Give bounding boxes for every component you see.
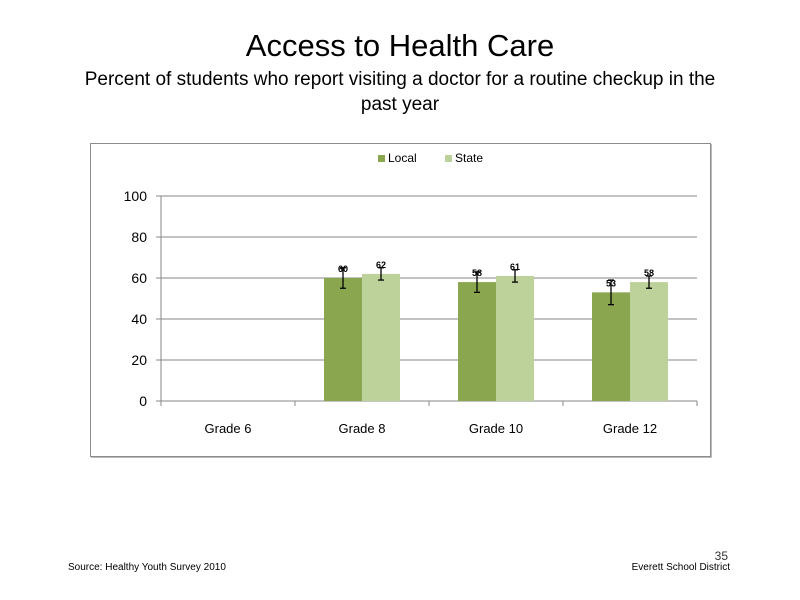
bar-state: [362, 273, 400, 401]
x-tick-label: Grade 8: [339, 421, 386, 436]
chart-frame: 0 20 40 60 80 100 Grade 6 Grade 8 Grade 10 Grade …: [90, 143, 711, 457]
slide-title: Access to Health Care: [245, 28, 555, 63]
legend-label: Local: [388, 151, 417, 165]
y-tick-label: 80: [131, 229, 147, 245]
legend-swatch: [378, 155, 385, 162]
bar-local: [458, 282, 496, 401]
bar-state: [630, 282, 668, 401]
bar-local: [324, 278, 362, 401]
data-label: 60: [338, 264, 348, 274]
y-tick-label: 0: [139, 393, 147, 409]
data-label: 58: [644, 268, 654, 278]
x-tick-label: Grade 12: [603, 421, 657, 436]
legend-swatch: [445, 155, 452, 162]
data-label: 53: [606, 278, 616, 288]
slide-subtitle: Percent of students who report visiting …: [84, 69, 716, 115]
x-tick-label: Grade 10: [469, 421, 523, 436]
bar-local: [592, 292, 630, 401]
data-label: 61: [510, 262, 520, 272]
source-note: Source: Healthy Youth Survey 2010: [68, 562, 226, 573]
x-tick-label: Grade 6: [205, 421, 252, 436]
data-label: 62: [376, 260, 386, 270]
y-tick-label: 60: [131, 270, 147, 286]
y-tick-label: 40: [131, 311, 147, 327]
organization-name: Everett School District: [631, 562, 730, 573]
y-tick-label: 100: [124, 188, 148, 204]
bar-state: [496, 275, 534, 401]
bar-chart: 0 20 40 60 80 100 Grade 6 Grade 8 Grade 10 Grade …: [124, 151, 698, 436]
legend-label: State: [455, 151, 483, 165]
data-label: 58: [472, 268, 482, 278]
y-tick-label: 20: [131, 352, 147, 368]
page-number: 35: [714, 549, 728, 563]
